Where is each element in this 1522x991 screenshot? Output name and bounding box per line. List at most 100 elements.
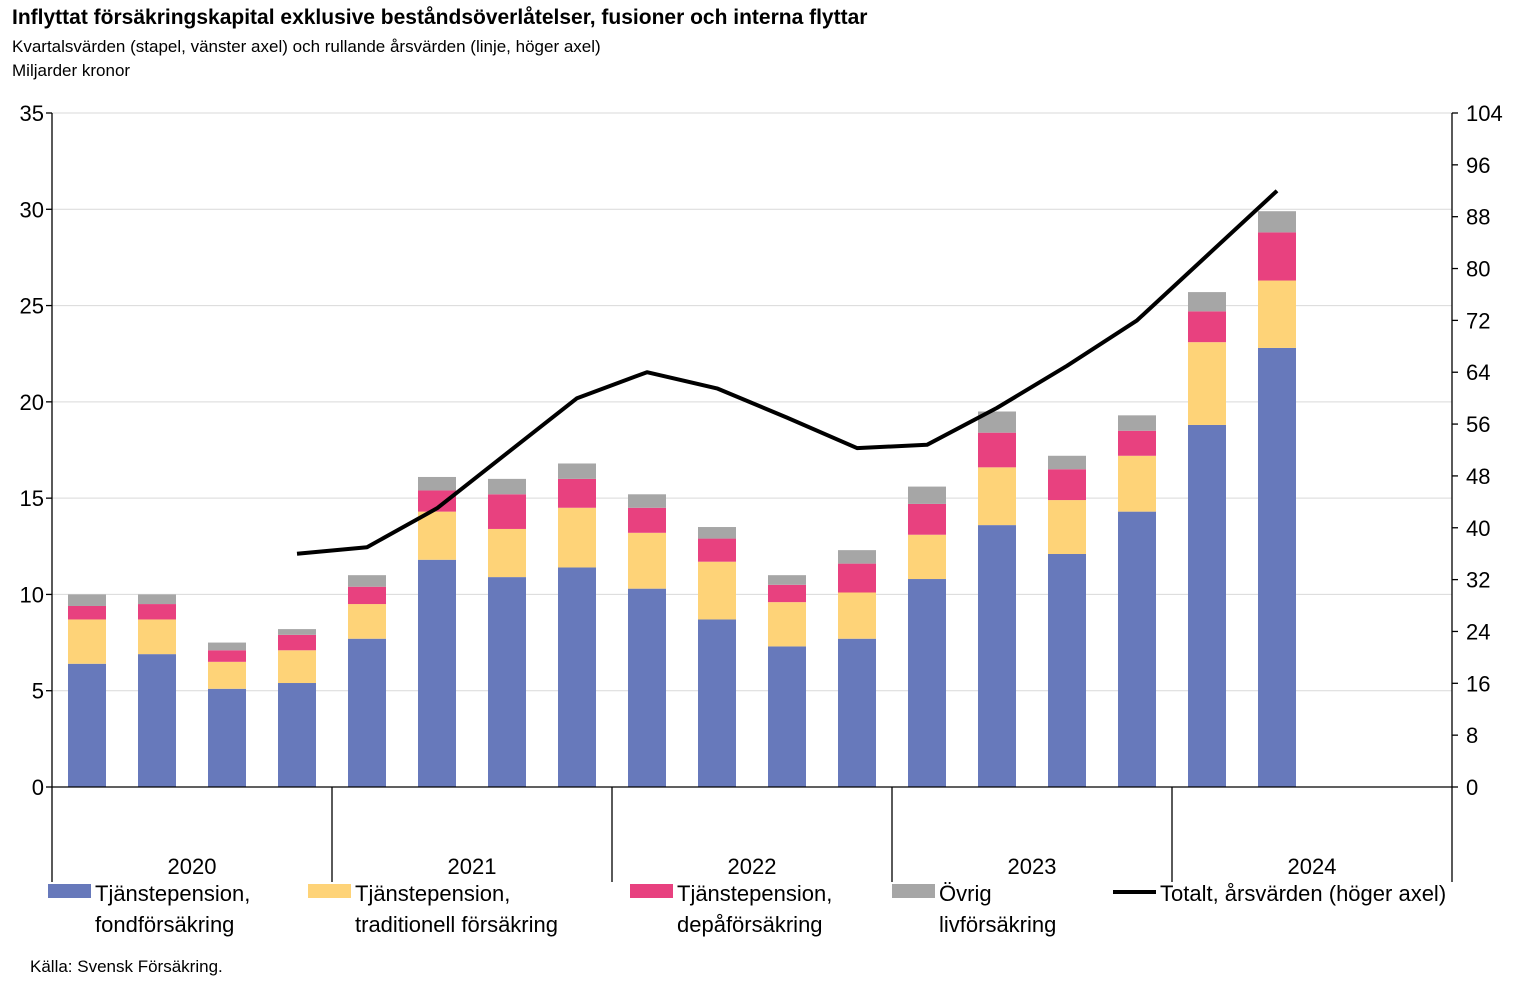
legend-label: Övrig livförsäkring [939, 881, 1057, 937]
legend-swatch [48, 884, 91, 898]
bar-segment-fond [698, 619, 736, 787]
bar-segment-depa [138, 604, 176, 620]
bar-segment-fond [1188, 424, 1226, 787]
bar-segment-traditionell [838, 592, 876, 639]
chart-subtitle: Kvartalsvärden (stapel, vänster axel) oc… [12, 37, 601, 56]
bar-segment-fond [1048, 553, 1086, 787]
x-year-label: 2020 [168, 854, 217, 879]
bar-segment-fond [68, 663, 106, 787]
bar-segment-fond [1258, 347, 1296, 787]
y-left-tick-label: 20 [20, 390, 44, 415]
bar-segment-traditionell [1048, 500, 1086, 554]
bar-segment-fond [908, 579, 946, 787]
source-note: Källa: Svensk Försäkring. [30, 957, 223, 976]
bar-segment-traditionell [418, 511, 456, 560]
y-right-tick-label: 96 [1466, 153, 1490, 178]
bar-segment-ovrig [978, 411, 1016, 433]
x-year-label: 2022 [728, 854, 777, 879]
y-right-tick-label: 88 [1466, 205, 1490, 230]
bar-segment-fond [208, 688, 246, 787]
bar-segment-fond [138, 654, 176, 787]
legend-swatch [630, 884, 673, 898]
bar-segment-traditionell [68, 619, 106, 664]
y-right-tick-label: 16 [1466, 671, 1490, 696]
bar-segment-ovrig [768, 575, 806, 585]
bar-segment-ovrig [68, 594, 106, 606]
x-year-label: 2023 [1008, 854, 1057, 879]
bar-segment-depa [418, 490, 456, 512]
bar-segment-depa [698, 538, 736, 562]
bar-segment-ovrig [488, 478, 526, 495]
bar-segment-traditionell [558, 507, 596, 568]
bar-segment-ovrig [418, 476, 456, 491]
bar-segment-fond [348, 638, 386, 787]
bar-segment-depa [68, 605, 106, 620]
bar-segment-traditionell [628, 532, 666, 589]
y-right-tick-label: 64 [1466, 360, 1490, 385]
bar-segment-ovrig [698, 527, 736, 539]
bar-segment-fond [978, 525, 1016, 787]
bar-segment-traditionell [1258, 280, 1296, 348]
x-year-label: 2024 [1288, 854, 1337, 879]
bar-segment-ovrig [1188, 292, 1226, 312]
y-left-tick-label: 0 [32, 775, 44, 800]
bar-segment-depa [978, 432, 1016, 468]
bar-segment-ovrig [138, 594, 176, 605]
bar-segment-fond [838, 638, 876, 787]
legend-label: Tjänstepension, traditionell försäkring [355, 881, 558, 937]
total-line [296, 189, 1279, 556]
y-right-tick-label: 56 [1466, 412, 1490, 437]
x-year-label: 2021 [448, 854, 497, 879]
y-left-tick-label: 15 [20, 486, 44, 511]
bar-segment-traditionell [908, 534, 946, 580]
bar-segment-depa [1118, 430, 1156, 456]
bar-segment-depa [1048, 469, 1086, 501]
y-right-tick-label: 32 [1466, 568, 1490, 593]
bar-segment-traditionell [1118, 455, 1156, 512]
bar-segment-ovrig [628, 494, 666, 508]
bar-segment-ovrig [348, 575, 386, 587]
bar-segment-ovrig [1048, 455, 1086, 470]
bar-segment-ovrig [838, 550, 876, 564]
y-left-tick-label: 25 [20, 294, 44, 319]
bar-segment-fond [1118, 511, 1156, 787]
y-right-tick-label: 24 [1466, 619, 1490, 644]
y-right-tick-label: 40 [1466, 516, 1490, 541]
bar-segment-depa [768, 584, 806, 603]
y-right-tick-label: 104 [1466, 101, 1503, 126]
bar-segment-traditionell [138, 619, 176, 655]
y-right-tick-label: 72 [1466, 308, 1490, 333]
bar-segment-fond [768, 646, 806, 787]
bar-segment-depa [1188, 311, 1226, 343]
bar-segment-depa [1258, 232, 1296, 281]
bar-segment-fond [628, 588, 666, 787]
bar-segment-traditionell [488, 528, 526, 578]
bar-segment-fond [558, 567, 596, 787]
y-left-tick-label: 5 [32, 679, 44, 704]
chart-title: Inflyttat försäkringskapital exklusive b… [12, 6, 868, 29]
bar-segment-traditionell [348, 604, 386, 639]
bar-segment-traditionell [1188, 342, 1226, 425]
y-right-tick-label: 80 [1466, 257, 1490, 282]
bar-segment-depa [348, 586, 386, 605]
bar-segment-ovrig [558, 463, 596, 479]
y-right-tick-label: 8 [1466, 723, 1478, 748]
bar-segment-ovrig [208, 642, 246, 651]
bar-segment-fond [488, 577, 526, 787]
bar-segment-depa [278, 634, 316, 651]
y-left-tick-label: 35 [20, 101, 44, 126]
bar-segment-depa [488, 494, 526, 529]
unit-label: Miljarder kronor [12, 61, 131, 80]
legend-swatch [892, 884, 935, 898]
y-left-tick-label: 30 [20, 197, 44, 222]
bar-segment-ovrig [908, 486, 946, 504]
bar-segment-traditionell [278, 650, 316, 684]
y-right-tick-label: 48 [1466, 464, 1490, 489]
bar-segment-traditionell [698, 561, 736, 620]
legend-line-swatch [1113, 890, 1156, 894]
bar-segment-fond [418, 559, 456, 787]
legend-label: Tjänstepension, depåförsäkring [677, 881, 833, 937]
bar-segment-traditionell [978, 467, 1016, 526]
legend-swatch [308, 884, 351, 898]
y-right-tick-label: 0 [1466, 775, 1478, 800]
